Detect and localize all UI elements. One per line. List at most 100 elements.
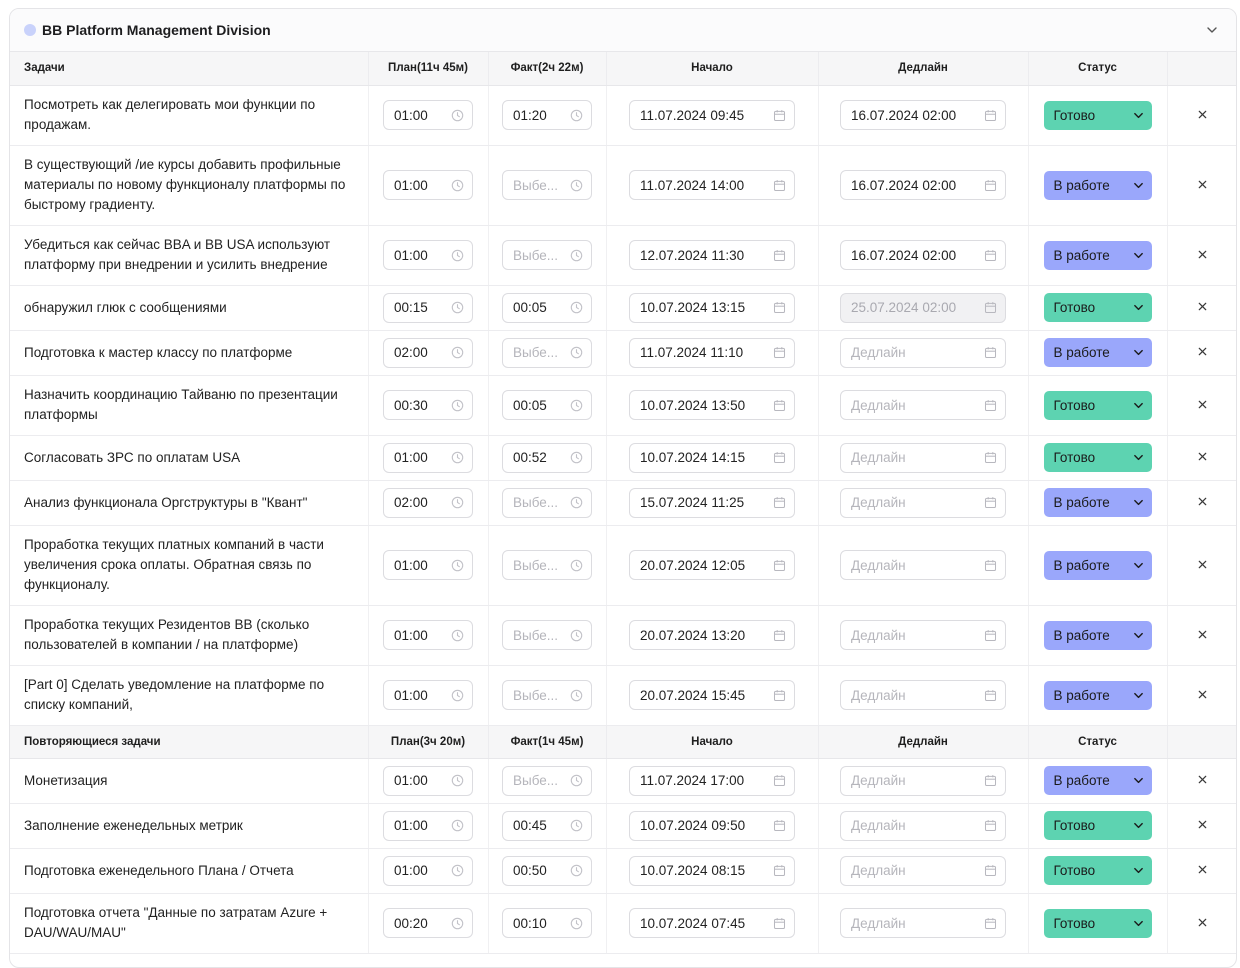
- fact-time-input[interactable]: Выбе...: [502, 680, 592, 710]
- fact-time-input[interactable]: 00:45: [502, 810, 592, 841]
- status-select[interactable]: В работе: [1043, 170, 1152, 200]
- start-date-input[interactable]: 20.07.2024 13:20: [629, 620, 795, 650]
- task-title[interactable]: Убедиться как сейчас BBA и BB USA исполь…: [10, 225, 369, 286]
- start-date-input[interactable]: 10.07.2024 08:15: [629, 855, 795, 886]
- task-title[interactable]: Проработка текущих платных компаний в ча…: [10, 525, 369, 606]
- deadline-date-input[interactable]: Дедлайн: [840, 442, 1006, 473]
- start-date-input[interactable]: 10.07.2024 07:45: [629, 908, 795, 938]
- status-select[interactable]: Готово: [1043, 100, 1152, 130]
- start-date-input[interactable]: 10.07.2024 14:15: [629, 442, 795, 473]
- delete-icon[interactable]: [1194, 448, 1212, 466]
- status-select[interactable]: В работе: [1043, 240, 1152, 270]
- plan-time-input[interactable]: 00:15: [383, 292, 473, 323]
- start-date-input[interactable]: 11.07.2024 11:10: [629, 337, 795, 368]
- plan-time-input[interactable]: 01:00: [383, 855, 473, 886]
- delete-icon[interactable]: [1194, 816, 1212, 834]
- delete-icon[interactable]: [1194, 343, 1212, 361]
- fact-time-input[interactable]: Выбе...: [502, 550, 592, 580]
- deadline-date-input[interactable]: Дедлайн: [840, 680, 1006, 710]
- fact-time-input[interactable]: 00:10: [502, 908, 592, 938]
- plan-time-input[interactable]: 00:20: [383, 908, 473, 938]
- delete-icon[interactable]: [1194, 771, 1212, 789]
- status-select[interactable]: Готово: [1043, 390, 1152, 420]
- deadline-date-input[interactable]: Дедлайн: [840, 550, 1006, 580]
- deadline-date-input[interactable]: 16.07.2024 02:00: [840, 100, 1006, 130]
- status-select[interactable]: В работе: [1043, 488, 1152, 517]
- status-select[interactable]: В работе: [1043, 550, 1152, 580]
- fact-time-input[interactable]: 01:20: [502, 100, 592, 130]
- start-date-input[interactable]: 11.07.2024 14:00: [629, 170, 795, 200]
- plan-time-input[interactable]: 02:00: [383, 337, 473, 368]
- plan-time-input[interactable]: 01:00: [383, 620, 473, 650]
- fact-time-input[interactable]: 00:50: [502, 855, 592, 886]
- delete-icon[interactable]: [1194, 625, 1212, 643]
- status-select[interactable]: Готово: [1043, 293, 1152, 322]
- task-title[interactable]: Монетизация: [10, 758, 369, 804]
- start-date-input[interactable]: 10.07.2024 09:50: [629, 810, 795, 841]
- plan-time-input[interactable]: 00:30: [383, 390, 473, 420]
- task-title[interactable]: [Part 0] Сделать уведомление на платформ…: [10, 665, 369, 726]
- status-select[interactable]: Готово: [1043, 443, 1152, 472]
- status-select[interactable]: В работе: [1043, 680, 1152, 710]
- status-select[interactable]: В работе: [1043, 338, 1152, 367]
- deadline-date-input[interactable]: Дедлайн: [840, 390, 1006, 420]
- task-title[interactable]: В существующий /ие курсы добавить профил…: [10, 145, 369, 226]
- plan-time-input[interactable]: 01:00: [383, 240, 473, 270]
- fact-time-input[interactable]: 00:52: [502, 442, 592, 473]
- task-title[interactable]: Анализ функционала Оргструктуры в "Квант…: [10, 480, 369, 526]
- start-date-input[interactable]: 10.07.2024 13:50: [629, 390, 795, 420]
- fact-time-input[interactable]: Выбе...: [502, 170, 592, 200]
- deadline-date-input[interactable]: Дедлайн: [840, 487, 1006, 518]
- status-select[interactable]: Готово: [1043, 811, 1152, 840]
- fact-time-input[interactable]: 00:05: [502, 390, 592, 420]
- fact-time-input[interactable]: Выбе...: [502, 337, 592, 368]
- deadline-date-input[interactable]: Дедлайн: [840, 855, 1006, 886]
- plan-time-input[interactable]: 01:00: [383, 810, 473, 841]
- status-select[interactable]: Готово: [1043, 856, 1152, 885]
- task-title[interactable]: Подготовка к мастер классу по платформе: [10, 330, 369, 376]
- fact-time-input[interactable]: Выбе...: [502, 487, 592, 518]
- deadline-date-input[interactable]: 16.07.2024 02:00: [840, 240, 1006, 270]
- start-date-input[interactable]: 11.07.2024 09:45: [629, 100, 795, 130]
- delete-icon[interactable]: [1194, 861, 1212, 879]
- delete-icon[interactable]: [1194, 685, 1212, 703]
- task-title[interactable]: Назначить координацию Тайваню по презент…: [10, 375, 369, 436]
- chevron-down-icon[interactable]: [1202, 20, 1222, 40]
- plan-time-input[interactable]: 01:00: [383, 550, 473, 580]
- plan-time-input[interactable]: 01:00: [383, 442, 473, 473]
- deadline-date-input[interactable]: Дедлайн: [840, 908, 1006, 938]
- status-select[interactable]: Готово: [1043, 908, 1152, 938]
- start-date-input[interactable]: 11.07.2024 17:00: [629, 765, 795, 796]
- fact-time-input[interactable]: Выбе...: [502, 240, 592, 270]
- task-title[interactable]: Заполнение еженедельных метрик: [10, 803, 369, 849]
- deadline-date-input[interactable]: Дедлайн: [840, 337, 1006, 368]
- panel-header[interactable]: BB Platform Management Division: [10, 9, 1236, 52]
- task-title[interactable]: Посмотреть как делегировать мои функции …: [10, 85, 369, 146]
- task-title[interactable]: Проработка текущих Резидентов BB (скольк…: [10, 605, 369, 666]
- start-date-input[interactable]: 20.07.2024 15:45: [629, 680, 795, 710]
- deadline-date-input[interactable]: 16.07.2024 02:00: [840, 170, 1006, 200]
- plan-time-input[interactable]: 02:00: [383, 487, 473, 518]
- delete-icon[interactable]: [1194, 175, 1212, 193]
- delete-icon[interactable]: [1194, 105, 1212, 123]
- delete-icon[interactable]: [1194, 493, 1212, 511]
- plan-time-input[interactable]: 01:00: [383, 765, 473, 796]
- plan-time-input[interactable]: 01:00: [383, 100, 473, 130]
- delete-icon[interactable]: [1194, 395, 1212, 413]
- deadline-date-input[interactable]: Дедлайн: [840, 810, 1006, 841]
- deadline-date-input[interactable]: Дедлайн: [840, 620, 1006, 650]
- start-date-input[interactable]: 10.07.2024 13:15: [629, 292, 795, 323]
- delete-icon[interactable]: [1194, 245, 1212, 263]
- delete-icon[interactable]: [1194, 913, 1212, 931]
- status-select[interactable]: В работе: [1043, 620, 1152, 650]
- deadline-date-input[interactable]: Дедлайн: [840, 765, 1006, 796]
- plan-time-input[interactable]: 01:00: [383, 680, 473, 710]
- fact-time-input[interactable]: Выбе...: [502, 765, 592, 796]
- plan-time-input[interactable]: 01:00: [383, 170, 473, 200]
- start-date-input[interactable]: 12.07.2024 11:30: [629, 240, 795, 270]
- task-title[interactable]: Согласовать ЗРС по оплатам USA: [10, 435, 369, 481]
- delete-icon[interactable]: [1194, 298, 1212, 316]
- start-date-input[interactable]: 20.07.2024 12:05: [629, 550, 795, 580]
- start-date-input[interactable]: 15.07.2024 11:25: [629, 487, 795, 518]
- fact-time-input[interactable]: Выбе...: [502, 620, 592, 650]
